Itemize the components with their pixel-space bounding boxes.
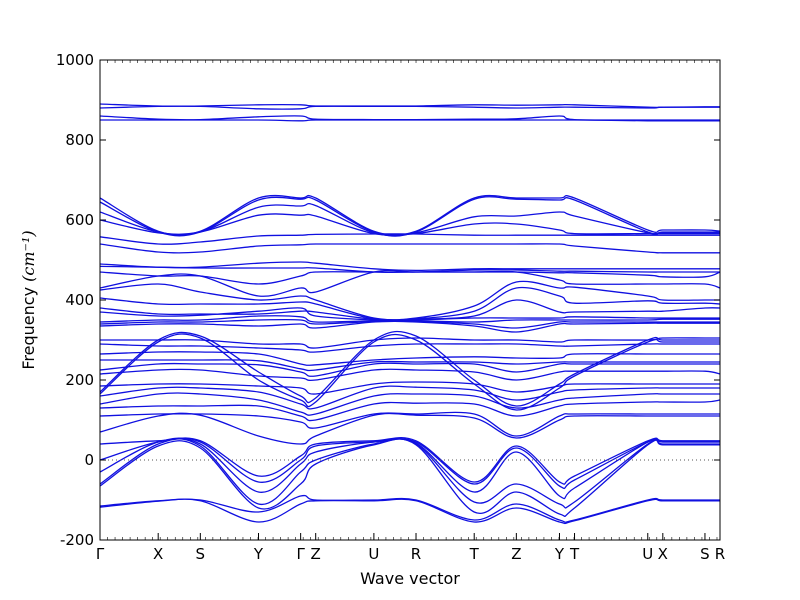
phonon-band-31 (100, 392, 720, 416)
phonon-band-30 (100, 385, 720, 410)
phonon-band-19 (100, 318, 720, 329)
phonon-band-10 (100, 261, 720, 272)
phonon-band-14 (100, 280, 720, 321)
phonon-band-33 (100, 411, 720, 437)
x-tick-label: S (700, 545, 710, 563)
phonon-band-8 (100, 233, 720, 245)
x-tick-label: T (469, 545, 480, 563)
phonon-band-26 (100, 368, 720, 381)
y-axis-ticks: -200 0 200 400 600 800 1000 (56, 51, 720, 549)
phonon-band-13 (100, 269, 720, 297)
phonon-band-7 (100, 213, 720, 236)
x-tick-label: R (715, 545, 725, 563)
y-axis-label: Frequency (cm⁻¹) (19, 230, 38, 369)
phonon-band-39 (100, 438, 720, 517)
x-tick-label: Y (253, 545, 264, 563)
phonon-band-28 (100, 333, 720, 411)
y-tick-label: 800 (65, 131, 94, 149)
x-tick-label: S (196, 545, 206, 563)
plot-frame (99, 59, 721, 541)
phonon-band-41 (100, 498, 720, 525)
phonon-band-15 (100, 286, 720, 321)
x-tick-label: U (368, 545, 379, 563)
phonon-band-40 (100, 494, 720, 523)
x-tick-label: Γ (96, 545, 105, 563)
phonon-band-11 (100, 265, 720, 274)
phonon-band-20 (100, 320, 720, 333)
y-tick-label: 600 (65, 211, 94, 229)
phonon-band-27 (100, 330, 720, 407)
phonon-band-18 (100, 315, 720, 323)
y-tick-label: 200 (65, 371, 94, 389)
x-tick-label: T (569, 545, 580, 563)
phonon-band-4 (100, 194, 720, 236)
x-tick-label: Z (311, 545, 321, 563)
y-tick-label: 400 (65, 291, 94, 309)
phonon-band-1 (100, 105, 720, 110)
x-tick-label: X (153, 545, 163, 563)
y-tick-label: 1000 (56, 51, 94, 69)
phonon-band-23 (100, 351, 720, 366)
y-tick-label: 0 (84, 451, 94, 469)
phonon-band-32 (100, 399, 720, 422)
x-tick-label: Z (511, 545, 521, 563)
x-tick-label: X (658, 545, 668, 563)
y-axis-label-text: Frequency (19, 282, 38, 370)
x-tick-label: Γ (296, 545, 305, 563)
y-axis-label-unit: (cm⁻¹) (19, 230, 38, 281)
phonon-band-9 (100, 243, 720, 254)
phonon-band-29 (100, 381, 720, 395)
phonon-band-24 (100, 359, 720, 372)
x-axis-label: Wave vector (360, 569, 460, 588)
x-tick-label: Y (554, 545, 565, 563)
phonon-band-34 (100, 412, 720, 445)
phonon-band-17 (100, 307, 720, 322)
phonon-band-37 (100, 437, 720, 500)
phonon-band-21 (100, 337, 720, 349)
x-tick-label: R (411, 545, 421, 563)
band-lines (100, 103, 720, 525)
y-tick-label: -200 (60, 531, 94, 549)
phonon-band-22 (100, 343, 720, 353)
x-tick-label: U (642, 545, 653, 563)
phonon-band-3 (100, 119, 720, 122)
